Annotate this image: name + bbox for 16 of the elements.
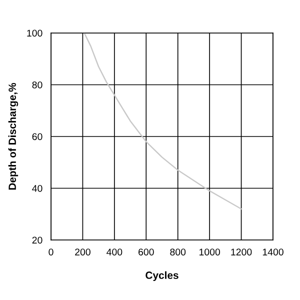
x-tick-label: 1200: [231, 248, 252, 256]
y-axis-title: Depth of Discharge,%: [8, 82, 18, 190]
x-tick-label: 800: [170, 248, 186, 256]
x-tick-label: 1400: [262, 248, 284, 256]
y-tick-label: 80: [32, 81, 42, 88]
x-axis-title: Cycles: [146, 271, 178, 281]
y-tick-label: 20: [32, 236, 42, 244]
y-tick-label: 100: [27, 30, 42, 37]
y-tick-label: 60: [32, 133, 42, 140]
x-tick-label: 1000: [200, 248, 220, 256]
x-tick-label: 0: [48, 248, 54, 256]
line-series: [84, 33, 242, 210]
x-tick-label: 400: [106, 248, 122, 256]
x-tick-label: 200: [75, 248, 90, 256]
x-tick-label: 600: [138, 248, 154, 256]
y-tick-label: 40: [32, 184, 42, 192]
